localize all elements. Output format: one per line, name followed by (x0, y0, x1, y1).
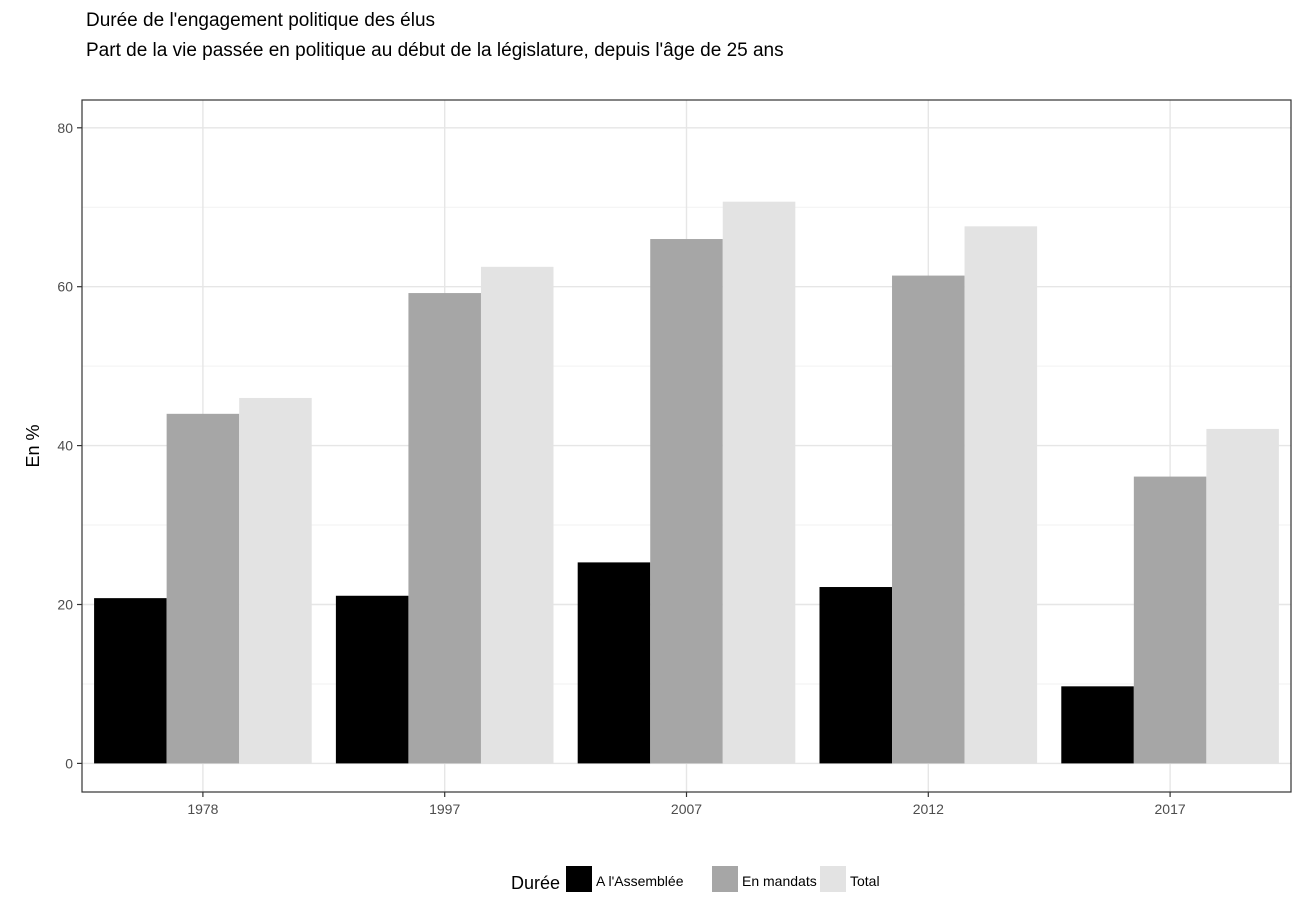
x-tick-label: 2012 (913, 801, 944, 817)
bar-2012-1 (819, 587, 893, 764)
plot-area: 0 20 40 60 80 1978 1997 2007 2012 2017 (57, 99, 1292, 817)
x-tick-label: 1997 (429, 801, 460, 817)
y-tick-label: 40 (57, 438, 73, 454)
bar-2017-2 (1133, 476, 1207, 764)
y-tick-label: 60 (57, 279, 73, 295)
y-tick-label: 20 (57, 597, 73, 613)
y-tick-label: 0 (65, 755, 73, 771)
bar-2017-3 (1206, 428, 1279, 764)
bar-1978-1 (94, 598, 167, 764)
y-tick-label: 80 (57, 120, 73, 136)
legend: Durée A l'Assemblée En mandats Total (511, 866, 880, 893)
legend-label: En mandats (742, 873, 817, 889)
bar-2007-3 (722, 201, 796, 764)
y-axis-label: En % (23, 424, 43, 467)
chart-title: Durée de l'engagement politique des élus (86, 10, 435, 31)
bar-2017-1 (1061, 686, 1134, 764)
x-tick-label: 2017 (1155, 801, 1186, 817)
bar-1997-3 (480, 266, 554, 764)
legend-label: A l'Assemblée (596, 873, 684, 889)
bar-1978-3 (239, 397, 312, 764)
legend-label: Total (850, 873, 880, 889)
legend-swatch-1 (566, 866, 592, 892)
bar-1997-1 (335, 595, 409, 764)
x-tick-label: 2007 (671, 801, 702, 817)
bar-2007-2 (650, 239, 723, 764)
bar-1997-2 (408, 293, 481, 764)
x-tick-label: 1978 (187, 801, 218, 817)
chart-subtitle: Part de la vie passée en politique au dé… (86, 40, 784, 61)
bar-2012-2 (892, 275, 965, 764)
bar-2007-1 (577, 562, 651, 764)
legend-swatch-2 (712, 866, 738, 892)
legend-title: Durée (511, 873, 560, 893)
legend-swatch-3 (820, 866, 846, 892)
bar-1978-2 (166, 413, 240, 764)
bar-2012-3 (964, 226, 1038, 764)
